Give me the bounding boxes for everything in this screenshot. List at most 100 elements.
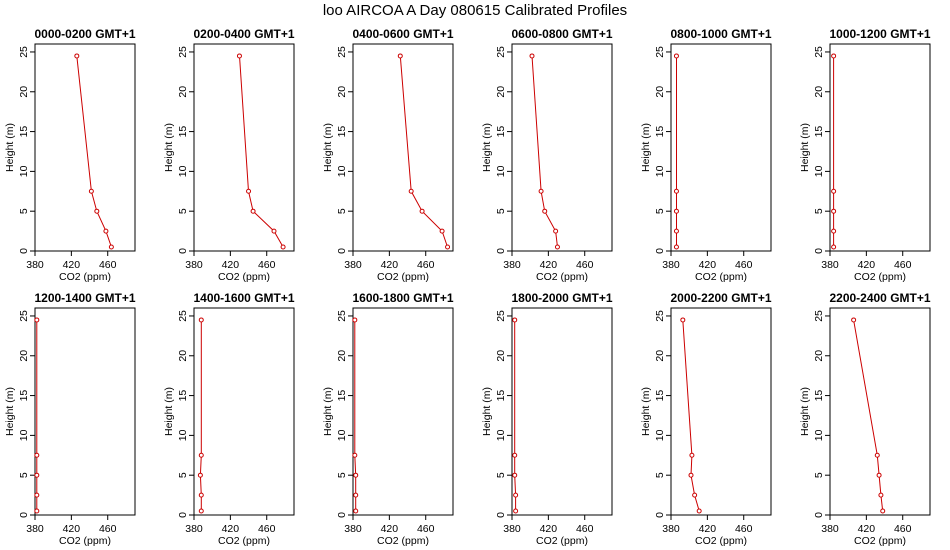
- x-tick-label: 420: [222, 259, 240, 271]
- data-point: [878, 492, 884, 498]
- x-tick-label: 460: [735, 523, 753, 535]
- data-point: [696, 508, 702, 514]
- x-axis-label: CO2 (ppm): [377, 271, 429, 283]
- x-tick-label: 420: [540, 523, 558, 535]
- data-point: [353, 492, 359, 498]
- y-tick-label: 10: [336, 429, 348, 441]
- y-axis-label: Height (m): [799, 387, 811, 436]
- y-tick-label: 20: [495, 350, 507, 362]
- x-tick-label: 380: [26, 523, 44, 535]
- x-tick-label: 380: [185, 259, 203, 271]
- data-point: [831, 188, 837, 194]
- y-axis-label: Height (m): [4, 387, 16, 436]
- y-tick-label: 20: [495, 86, 507, 98]
- y-tick-label: 0: [177, 512, 189, 518]
- data-point: [673, 228, 679, 234]
- y-tick-label: 25: [813, 310, 825, 322]
- y-tick-label: 25: [177, 310, 189, 322]
- y-tick-label: 15: [18, 126, 30, 138]
- x-tick-label: 380: [662, 523, 680, 535]
- data-point: [197, 472, 203, 478]
- x-tick-label: 460: [258, 259, 276, 271]
- data-point: [198, 508, 204, 514]
- data-point: [513, 492, 519, 498]
- y-tick-label: 0: [654, 512, 666, 518]
- data-point: [831, 208, 837, 214]
- y-axis-label: Height (m): [799, 123, 811, 172]
- y-tick-label: 15: [18, 390, 30, 402]
- panel-title: 1800-2000 GMT+1: [511, 291, 612, 305]
- y-tick-label: 20: [18, 350, 30, 362]
- y-tick-label: 10: [336, 165, 348, 177]
- x-axis-label: CO2 (ppm): [218, 535, 270, 547]
- x-tick-label: 420: [381, 523, 399, 535]
- y-tick-label: 15: [336, 390, 348, 402]
- data-point: [74, 53, 80, 59]
- data-point: [831, 228, 837, 234]
- x-tick-label: 460: [894, 523, 912, 535]
- x-axis-label: CO2 (ppm): [695, 535, 747, 547]
- data-point: [831, 53, 837, 59]
- x-tick-label: 460: [894, 259, 912, 271]
- y-tick-label: 10: [18, 165, 30, 177]
- plot-frame: [511, 307, 613, 516]
- x-tick-label: 420: [699, 259, 717, 271]
- y-tick-label: 10: [495, 165, 507, 177]
- y-tick-label: 0: [813, 512, 825, 518]
- x-tick-label: 420: [699, 523, 717, 535]
- y-tick-label: 20: [654, 350, 666, 362]
- y-tick-label: 10: [813, 429, 825, 441]
- data-point: [554, 244, 560, 250]
- y-tick-label: 5: [18, 472, 30, 478]
- y-tick-label: 10: [177, 165, 189, 177]
- data-point: [34, 452, 40, 458]
- y-tick-label: 15: [654, 126, 666, 138]
- y-tick-label: 15: [336, 126, 348, 138]
- data-point: [689, 452, 695, 458]
- x-tick-label: 380: [821, 523, 839, 535]
- data-point: [34, 472, 40, 478]
- y-tick-label: 0: [495, 512, 507, 518]
- y-tick-label: 10: [654, 165, 666, 177]
- y-tick-label: 5: [813, 208, 825, 214]
- y-tick-label: 25: [18, 46, 30, 58]
- data-point: [529, 53, 535, 59]
- plot-frame: [670, 43, 772, 252]
- data-point: [680, 317, 686, 323]
- y-tick-label: 5: [495, 472, 507, 478]
- x-tick-label: 420: [858, 259, 876, 271]
- x-tick-label: 420: [222, 523, 240, 535]
- data-point: [34, 492, 40, 498]
- plot-frame: [34, 43, 136, 252]
- y-tick-label: 5: [18, 208, 30, 214]
- panel-title: 0600-0800 GMT+1: [511, 27, 612, 41]
- y-tick-label: 15: [813, 390, 825, 402]
- x-tick-label: 420: [381, 259, 399, 271]
- y-tick-label: 5: [177, 472, 189, 478]
- data-point: [874, 452, 880, 458]
- profile-line: [354, 319, 357, 511]
- x-tick-label: 380: [821, 259, 839, 271]
- data-point: [692, 492, 698, 498]
- data-point: [352, 452, 358, 458]
- y-tick-label: 15: [177, 390, 189, 402]
- y-tick-label: 25: [495, 46, 507, 58]
- x-tick-label: 460: [576, 259, 594, 271]
- data-point: [512, 317, 518, 323]
- y-tick-label: 0: [18, 512, 30, 518]
- data-point: [236, 53, 242, 59]
- y-axis-label: Height (m): [481, 123, 493, 172]
- y-tick-label: 0: [813, 248, 825, 254]
- y-tick-label: 10: [654, 429, 666, 441]
- y-tick-label: 25: [336, 46, 348, 58]
- x-tick-label: 380: [503, 523, 521, 535]
- y-tick-label: 0: [18, 248, 30, 254]
- y-tick-label: 0: [495, 248, 507, 254]
- plot-frame: [34, 307, 136, 516]
- data-point: [198, 492, 204, 498]
- x-tick-label: 460: [417, 259, 435, 271]
- data-point: [512, 472, 518, 478]
- data-point: [512, 452, 518, 458]
- panel-title: 1600-1800 GMT+1: [352, 291, 453, 305]
- x-tick-label: 460: [576, 523, 594, 535]
